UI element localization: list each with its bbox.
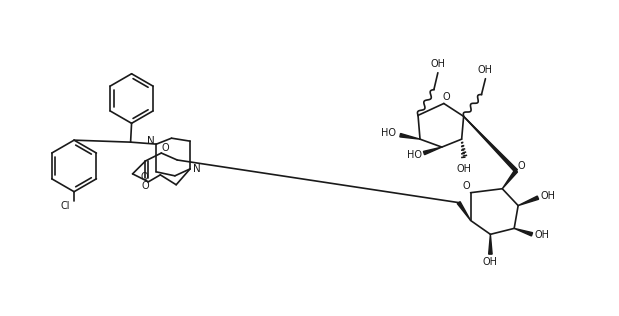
Text: O: O [443,92,451,101]
Polygon shape [457,202,470,221]
Text: OH: OH [430,59,445,69]
Polygon shape [488,234,492,254]
Polygon shape [514,228,532,236]
Text: N: N [147,136,154,146]
Text: OH: OH [540,191,555,201]
Text: O: O [141,172,149,182]
Polygon shape [518,196,539,206]
Text: O: O [142,181,149,191]
Text: Cl: Cl [61,201,70,210]
Text: HO: HO [407,150,422,160]
Text: OH: OH [478,65,493,75]
Polygon shape [502,170,517,189]
Text: N: N [193,164,201,174]
Text: O: O [517,161,525,171]
Text: HO: HO [381,128,396,138]
Text: OH: OH [456,164,471,174]
Polygon shape [400,133,420,139]
Polygon shape [464,116,517,172]
Polygon shape [423,147,442,155]
Text: O: O [162,143,169,153]
Text: O: O [463,181,470,191]
Text: OH: OH [534,230,550,240]
Text: OH: OH [483,257,498,267]
